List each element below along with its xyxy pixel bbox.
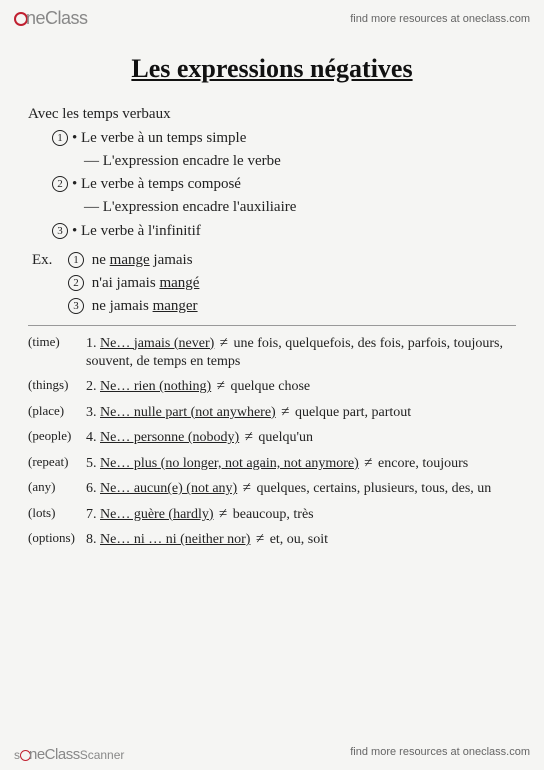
list-body: 4. Ne… personne (nobody) ≠ quelqu'un	[86, 428, 516, 448]
category-label: (place)	[28, 403, 86, 423]
example-line: Ex.1 ne mange jamais	[28, 249, 516, 272]
opposite-expressions: encore, toujours	[378, 456, 468, 471]
opposite-expressions: quelques, certains, plusieurs, tous, des…	[256, 481, 491, 496]
item-number: 2.	[86, 379, 97, 394]
rule-sub: — L'expression encadre le verbe	[28, 150, 516, 173]
negatives-list: (time) 1. Ne… jamais (never) ≠ une fois,…	[28, 334, 516, 550]
list-item: (people) 4. Ne… personne (nobody) ≠ quel…	[28, 428, 516, 448]
item-number: 8.	[86, 532, 97, 547]
not-equal-icon: ≠	[254, 531, 266, 547]
opposite-expressions: quelque chose	[230, 379, 310, 394]
list-item: (repeat) 5. Ne… plus (no longer, not aga…	[28, 454, 516, 474]
not-equal-icon: ≠	[279, 404, 291, 420]
category-label: (any)	[28, 479, 86, 499]
list-item: (time) 1. Ne… jamais (never) ≠ une fois,…	[28, 334, 516, 372]
header-tagline: find more resources at oneclass.com	[350, 13, 530, 25]
footer-left: sneClassScanner	[14, 746, 124, 764]
not-equal-icon: ≠	[362, 455, 374, 471]
negative-expression: Ne… ni … ni (neither nor)	[100, 532, 250, 547]
list-item: (place) 3. Ne… nulle part (not anywhere)…	[28, 403, 516, 423]
rule-sub: — L'expression encadre l'auxiliaire	[28, 196, 516, 219]
footer-logo: neClass	[20, 746, 80, 763]
rules-block: 1• Le verbe à un temps simple— L'express…	[28, 127, 516, 243]
opposite-expressions: beaucoup, très	[233, 507, 314, 522]
top-header: neClass find more resources at oneclass.…	[0, 0, 544, 33]
logo: neClass	[14, 8, 88, 29]
circled-number-icon: 2	[52, 176, 68, 192]
rule-line: 3• Le verbe à l'infinitif	[28, 220, 516, 243]
circled-number-icon: 3	[68, 298, 84, 314]
list-body: 5. Ne… plus (no longer, not again, not a…	[86, 454, 516, 474]
rule-text: Le verbe à l'infinitif	[81, 223, 201, 239]
underlined-verb: mangé	[159, 275, 199, 291]
scanner-text: Scanner	[80, 748, 125, 762]
category-label: (repeat)	[28, 454, 86, 474]
negative-expression: Ne… aucun(e) (not any)	[100, 481, 237, 496]
category-label: (time)	[28, 334, 86, 372]
underlined-verb: mange	[110, 252, 150, 268]
footer: sneClassScanner find more resources at o…	[0, 746, 544, 764]
rule-line: 2• Le verbe à temps composé	[28, 173, 516, 196]
page-content: Les expressions négatives Avec les temps…	[0, 33, 544, 550]
negative-expression: Ne… rien (nothing)	[100, 379, 211, 394]
list-body: 2. Ne… rien (nothing) ≠ quelque chose	[86, 377, 516, 397]
item-number: 5.	[86, 456, 97, 471]
negative-expression: Ne… nulle part (not anywhere)	[100, 405, 276, 420]
negative-expression: Ne… plus (no longer, not again, not anym…	[100, 456, 359, 471]
list-item: (lots) 7. Ne… guère (hardly) ≠ beaucoup,…	[28, 505, 516, 525]
list-body: 3. Ne… nulle part (not anywhere) ≠ quelq…	[86, 403, 516, 423]
intro-line: Avec les temps verbaux	[28, 103, 516, 126]
item-number: 4.	[86, 430, 97, 445]
not-equal-icon: ≠	[218, 335, 230, 351]
examples-block: Ex.1 ne mange jamais2 n'ai jamais mangé3…	[28, 249, 516, 319]
example-line: 3 ne jamais manger	[28, 295, 516, 318]
list-item: (things) 2. Ne… rien (nothing) ≠ quelque…	[28, 377, 516, 397]
opposite-expressions: quelque part, partout	[295, 405, 411, 420]
list-body: 8. Ne… ni … ni (neither nor) ≠ et, ou, s…	[86, 530, 516, 550]
rule-text: Le verbe à temps composé	[81, 176, 241, 192]
list-item: (any) 6. Ne… aucun(e) (not any) ≠ quelqu…	[28, 479, 516, 499]
negative-expression: Ne… jamais (never)	[100, 336, 214, 351]
list-body: 6. Ne… aucun(e) (not any) ≠ quelques, ce…	[86, 479, 516, 499]
list-body: 1. Ne… jamais (never) ≠ une fois, quelqu…	[86, 334, 516, 372]
category-label: (people)	[28, 428, 86, 448]
not-equal-icon: ≠	[217, 506, 229, 522]
footer-tagline: find more resources at oneclass.com	[350, 746, 530, 764]
item-number: 1.	[86, 336, 97, 351]
circled-number-icon: 1	[68, 252, 84, 268]
opposite-expressions: quelqu'un	[258, 430, 313, 445]
not-equal-icon: ≠	[241, 480, 253, 496]
not-equal-icon: ≠	[243, 429, 255, 445]
logo-text: neClass	[26, 8, 88, 28]
category-label: (lots)	[28, 505, 86, 525]
circled-number-icon: 3	[52, 223, 68, 239]
page-title: Les expressions négatives	[28, 49, 516, 89]
item-number: 7.	[86, 507, 97, 522]
opposite-expressions: et, ou, soit	[270, 532, 328, 547]
category-label: (things)	[28, 377, 86, 397]
rule-text: Le verbe à un temps simple	[81, 130, 246, 146]
separator-line	[28, 325, 516, 326]
rule-line: 1• Le verbe à un temps simple	[28, 127, 516, 150]
list-item: (options) 8. Ne… ni … ni (neither nor) ≠…	[28, 530, 516, 550]
underlined-verb: manger	[153, 298, 198, 314]
ex-label: Ex.	[32, 249, 68, 272]
list-body: 7. Ne… guère (hardly) ≠ beaucoup, très	[86, 505, 516, 525]
circled-number-icon: 1	[52, 130, 68, 146]
negative-expression: Ne… guère (hardly)	[100, 507, 214, 522]
example-line: 2 n'ai jamais mangé	[28, 272, 516, 295]
negative-expression: Ne… personne (nobody)	[100, 430, 239, 445]
not-equal-icon: ≠	[215, 378, 227, 394]
item-number: 3.	[86, 405, 97, 420]
circled-number-icon: 2	[68, 275, 84, 291]
item-number: 6.	[86, 481, 97, 496]
category-label: (options)	[28, 530, 86, 550]
